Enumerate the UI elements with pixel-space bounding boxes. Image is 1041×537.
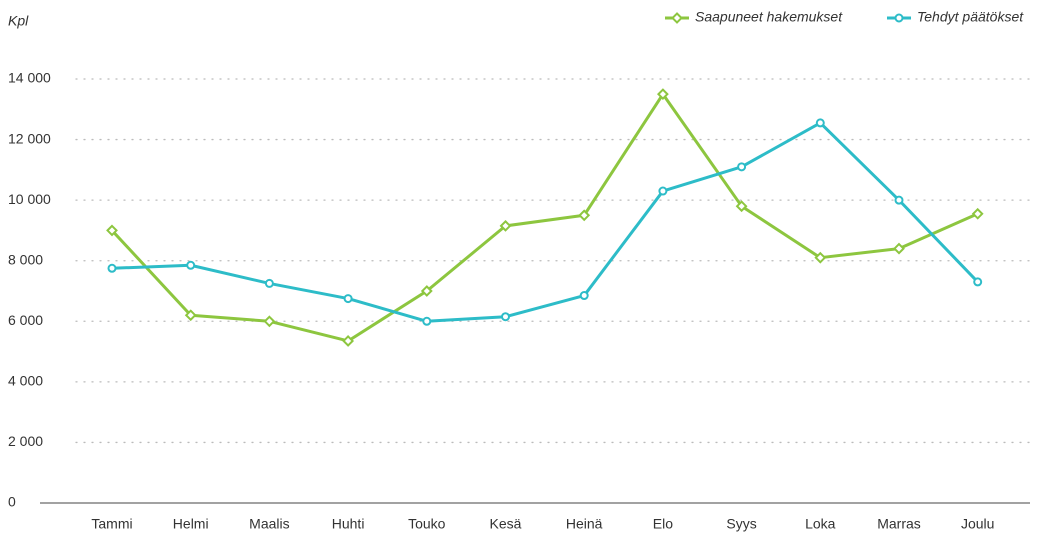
marker bbox=[343, 294, 353, 304]
x-tick-label: Touko bbox=[408, 516, 446, 532]
marker bbox=[658, 186, 668, 196]
marker bbox=[737, 162, 747, 172]
marker bbox=[814, 251, 827, 264]
marker bbox=[342, 335, 355, 347]
y-tick-label: 6 000 bbox=[8, 312, 43, 328]
marker bbox=[422, 316, 432, 326]
y-tick-label: 4 000 bbox=[8, 373, 43, 389]
y-tick-label: 14 000 bbox=[8, 70, 51, 86]
x-tick-label: Heinä bbox=[566, 516, 603, 532]
y-tick-label: 2 000 bbox=[8, 433, 43, 449]
marker bbox=[264, 278, 274, 288]
marker bbox=[579, 291, 589, 301]
series-line bbox=[110, 92, 979, 343]
y-tick-label: 0 bbox=[8, 494, 16, 510]
marker bbox=[184, 309, 197, 322]
marker bbox=[107, 263, 117, 273]
marker bbox=[735, 200, 748, 213]
x-tick-label: Loka bbox=[805, 516, 836, 532]
marker bbox=[656, 88, 669, 101]
marker bbox=[971, 207, 984, 220]
marker bbox=[815, 118, 825, 128]
y-tick-label: 8 000 bbox=[8, 251, 43, 267]
marker bbox=[973, 277, 983, 287]
x-tick-label: Huhti bbox=[332, 516, 365, 532]
y-tick-label: 10 000 bbox=[8, 191, 51, 207]
marker bbox=[578, 209, 591, 222]
marker bbox=[263, 315, 276, 328]
y-axis-label: Kpl bbox=[8, 13, 29, 29]
legend-label: Tehdyt päätökset bbox=[917, 9, 1024, 25]
x-tick-label: Maalis bbox=[249, 516, 289, 532]
x-tick-label: Tammi bbox=[91, 516, 132, 532]
marker bbox=[894, 195, 904, 205]
x-tick-label: Kesä bbox=[490, 516, 522, 532]
marker bbox=[186, 260, 196, 270]
marker bbox=[501, 312, 510, 322]
legend-label: Saapuneet hakemukset bbox=[695, 9, 843, 25]
x-tick-label: Marras bbox=[877, 516, 921, 532]
marker bbox=[893, 242, 905, 255]
x-tick-label: Elo bbox=[653, 516, 673, 532]
legend-marker bbox=[671, 12, 683, 24]
x-tick-label: Helmi bbox=[173, 516, 209, 532]
x-tick-label: Syys bbox=[726, 516, 756, 532]
marker bbox=[106, 224, 118, 237]
marker bbox=[420, 285, 433, 297]
y-tick-label: 12 000 bbox=[8, 130, 51, 146]
x-tick-label: Joulu bbox=[961, 516, 994, 532]
marker bbox=[499, 219, 512, 232]
series-line bbox=[111, 121, 979, 323]
legend-marker bbox=[894, 13, 904, 23]
